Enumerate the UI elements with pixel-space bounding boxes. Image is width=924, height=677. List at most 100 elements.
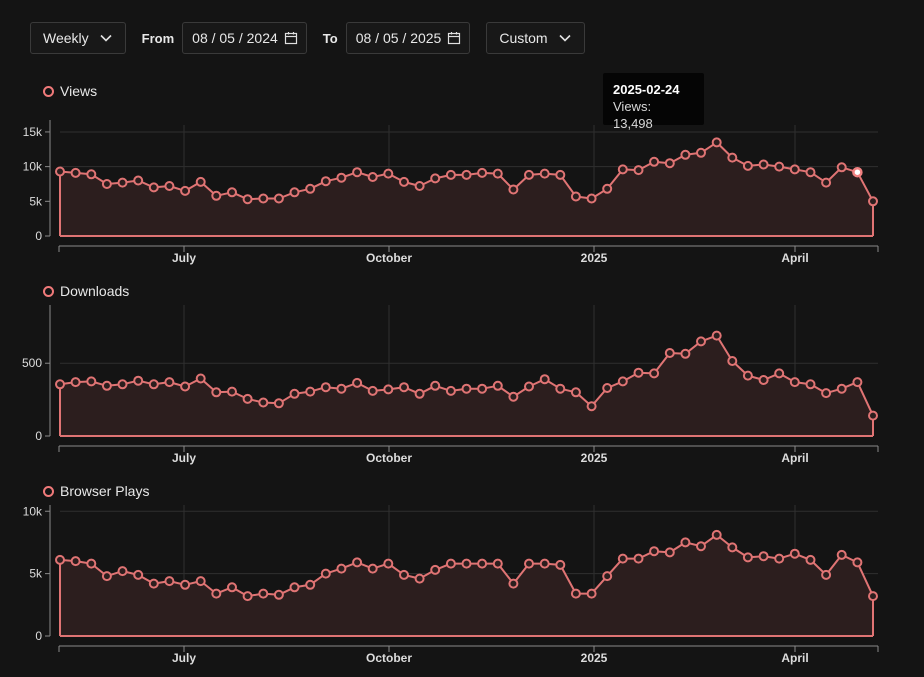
data-point[interactable]	[680, 149, 691, 160]
data-point[interactable]	[617, 376, 628, 387]
data-point[interactable]	[117, 379, 128, 390]
data-point[interactable]	[180, 185, 191, 196]
downloads-chart-svg[interactable]: 0 500 July October 2025 April	[0, 305, 924, 470]
data-point[interactable]	[836, 549, 847, 560]
data-point[interactable]	[477, 383, 488, 394]
data-point[interactable]	[399, 569, 409, 580]
data-point[interactable]	[86, 169, 97, 180]
data-point[interactable]	[696, 336, 706, 347]
data-point[interactable]	[664, 547, 675, 558]
data-point[interactable]	[539, 168, 550, 179]
data-point[interactable]	[524, 381, 534, 392]
data-point[interactable]	[445, 558, 456, 569]
data-point[interactable]	[602, 383, 613, 393]
data-point[interactable]	[664, 158, 675, 169]
data-point[interactable]	[508, 184, 519, 195]
data-point[interactable]	[164, 377, 175, 388]
data-point[interactable]	[461, 169, 472, 180]
data-point[interactable]	[55, 379, 65, 390]
legend-views[interactable]: Views	[43, 83, 97, 99]
data-point[interactable]	[649, 156, 660, 167]
highlighted-data-point[interactable]	[852, 166, 863, 178]
data-point[interactable]	[273, 193, 284, 204]
to-date-input[interactable]: 08 / 05 / 2025	[345, 22, 471, 54]
data-point[interactable]	[696, 541, 706, 552]
data-point[interactable]	[586, 193, 597, 204]
data-point[interactable]	[320, 176, 331, 187]
data-point[interactable]	[383, 558, 394, 569]
data-point[interactable]	[258, 397, 269, 408]
data-point[interactable]	[258, 193, 269, 204]
data-point[interactable]	[352, 557, 363, 568]
data-point[interactable]	[211, 190, 222, 201]
data-point[interactable]	[742, 160, 753, 171]
data-point[interactable]	[164, 181, 175, 191]
data-point[interactable]	[836, 162, 847, 173]
data-point[interactable]	[711, 137, 722, 148]
data-point[interactable]	[758, 159, 769, 170]
data-point[interactable]	[477, 558, 488, 569]
data-point[interactable]	[492, 558, 503, 569]
data-point[interactable]	[101, 571, 112, 582]
data-point[interactable]	[367, 172, 378, 182]
data-point[interactable]	[70, 556, 81, 567]
views-chart-svg[interactable]: 0 5k 10k 15k July October 2025 April	[0, 105, 924, 270]
data-point[interactable]	[352, 167, 363, 178]
data-point[interactable]	[477, 167, 488, 178]
data-point[interactable]	[586, 401, 597, 412]
data-point[interactable]	[664, 348, 675, 358]
data-point[interactable]	[727, 542, 738, 553]
data-point[interactable]	[555, 383, 566, 394]
granularity-select[interactable]: Weekly	[30, 22, 126, 54]
data-point[interactable]	[852, 557, 863, 568]
data-point[interactable]	[180, 381, 191, 392]
data-point[interactable]	[649, 546, 660, 557]
data-point[interactable]	[227, 187, 237, 198]
data-point[interactable]	[742, 552, 753, 563]
data-point[interactable]	[117, 177, 128, 188]
data-point[interactable]	[430, 564, 441, 575]
legend-browser-plays[interactable]: Browser Plays	[43, 483, 149, 499]
data-point[interactable]	[617, 164, 628, 175]
data-point[interactable]	[227, 386, 237, 397]
data-point[interactable]	[492, 380, 503, 391]
data-point[interactable]	[461, 383, 472, 394]
data-point[interactable]	[383, 168, 394, 179]
data-point[interactable]	[602, 571, 613, 582]
data-point[interactable]	[211, 387, 222, 398]
data-point[interactable]	[821, 569, 832, 580]
data-point[interactable]	[164, 576, 175, 587]
data-point[interactable]	[524, 558, 534, 569]
data-point[interactable]	[868, 196, 878, 207]
data-point[interactable]	[570, 191, 581, 202]
data-point[interactable]	[633, 367, 644, 378]
data-point[interactable]	[711, 529, 722, 540]
data-point[interactable]	[399, 176, 409, 187]
data-point[interactable]	[305, 579, 316, 590]
data-point[interactable]	[101, 179, 112, 189]
data-point[interactable]	[133, 569, 144, 580]
data-point[interactable]	[602, 183, 613, 194]
data-point[interactable]	[680, 537, 691, 548]
data-point[interactable]	[524, 169, 534, 180]
data-point[interactable]	[868, 410, 878, 421]
data-point[interactable]	[821, 177, 832, 188]
data-point[interactable]	[774, 553, 785, 564]
data-point[interactable]	[86, 558, 97, 569]
data-point[interactable]	[711, 330, 722, 341]
data-point[interactable]	[367, 385, 378, 396]
data-point[interactable]	[195, 373, 206, 384]
data-point[interactable]	[148, 379, 159, 390]
data-point[interactable]	[680, 348, 691, 359]
data-point[interactable]	[414, 388, 425, 399]
data-point[interactable]	[55, 554, 65, 565]
data-point[interactable]	[445, 169, 456, 180]
data-point[interactable]	[570, 387, 581, 398]
legend-downloads[interactable]: Downloads	[43, 283, 129, 299]
data-point[interactable]	[86, 376, 97, 387]
data-point[interactable]	[555, 169, 566, 180]
data-point[interactable]	[148, 182, 159, 193]
data-point[interactable]	[758, 375, 769, 385]
data-point[interactable]	[789, 548, 800, 559]
data-point[interactable]	[70, 167, 81, 178]
